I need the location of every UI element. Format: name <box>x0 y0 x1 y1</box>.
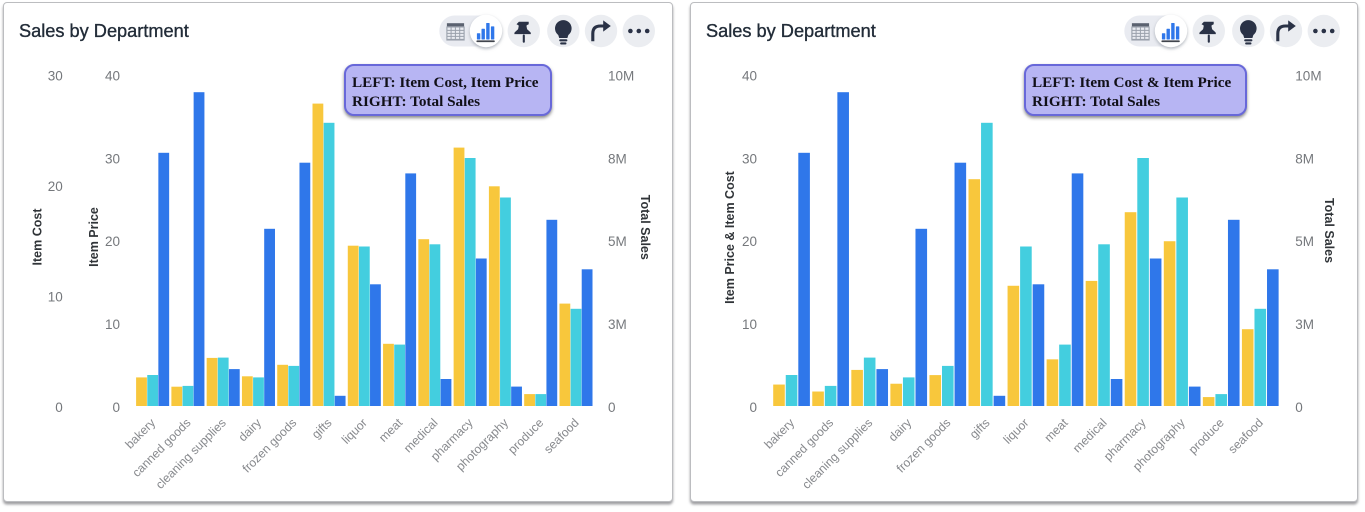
svg-text:Item Cost: Item Cost <box>31 208 45 266</box>
svg-text:gifts: gifts <box>309 416 335 442</box>
svg-text:seafood: seafood <box>541 416 582 457</box>
svg-text:meat: meat <box>376 415 405 444</box>
svg-text:0: 0 <box>112 400 120 415</box>
svg-text:40: 40 <box>105 68 120 83</box>
svg-text:0: 0 <box>749 400 757 415</box>
svg-text:liquor: liquor <box>1001 416 1032 447</box>
svg-text:5M: 5M <box>608 234 627 249</box>
svg-text:10: 10 <box>742 317 757 332</box>
svg-text:0: 0 <box>608 400 616 415</box>
svg-text:3M: 3M <box>608 317 627 332</box>
svg-text:8M: 8M <box>1295 151 1314 166</box>
svg-text:produce: produce <box>505 416 546 457</box>
svg-text:Total Sales: Total Sales <box>1322 198 1336 263</box>
svg-text:40: 40 <box>742 68 757 83</box>
svg-text:liquor: liquor <box>339 416 370 447</box>
svg-text:produce: produce <box>1186 416 1227 457</box>
svg-text:bakery: bakery <box>761 415 797 451</box>
svg-text:seafood: seafood <box>1225 416 1266 457</box>
svg-text:0: 0 <box>55 400 63 415</box>
svg-text:medical: medical <box>1070 416 1110 456</box>
svg-text:cleaning supplies: cleaning supplies <box>799 416 875 492</box>
svg-text:30: 30 <box>742 151 757 166</box>
svg-text:20: 20 <box>48 179 63 194</box>
svg-text:Total Sales: Total Sales <box>638 195 652 260</box>
svg-text:0: 0 <box>1295 400 1303 415</box>
svg-text:10: 10 <box>48 290 63 305</box>
svg-text:meat: meat <box>1042 415 1071 444</box>
svg-text:dairy: dairy <box>236 415 265 444</box>
svg-text:dairy: dairy <box>886 415 915 444</box>
svg-text:Item Price & Item Cost: Item Price & Item Cost <box>723 170 737 304</box>
svg-text:30: 30 <box>105 151 120 166</box>
svg-text:10M: 10M <box>1295 68 1321 83</box>
svg-text:8M: 8M <box>608 151 627 166</box>
svg-text:gifts: gifts <box>967 416 993 442</box>
svg-text:Item Price: Item Price <box>87 207 101 267</box>
svg-text:3M: 3M <box>1295 317 1314 332</box>
svg-text:30: 30 <box>48 68 63 83</box>
svg-text:10M: 10M <box>608 68 634 83</box>
svg-text:20: 20 <box>105 234 120 249</box>
svg-text:5M: 5M <box>1295 234 1314 249</box>
svg-text:10: 10 <box>105 317 120 332</box>
svg-text:20: 20 <box>742 234 757 249</box>
